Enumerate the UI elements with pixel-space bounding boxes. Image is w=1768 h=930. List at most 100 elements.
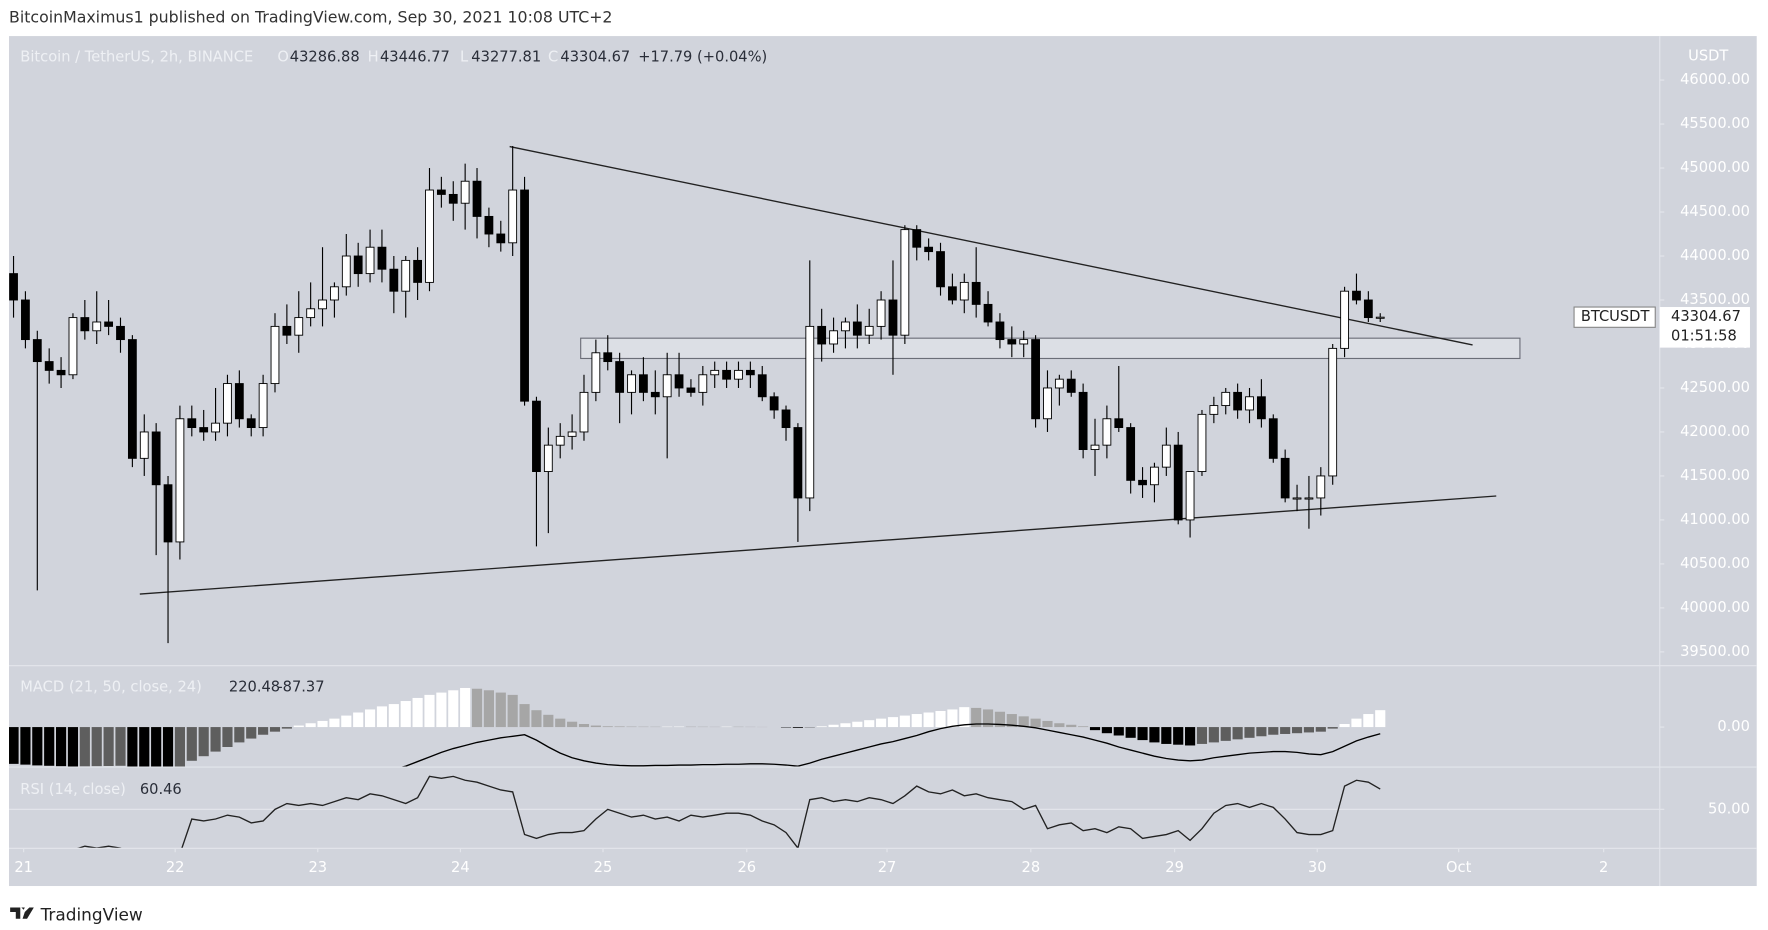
histogram-bar: [1078, 726, 1089, 728]
histogram-bar: [174, 727, 185, 767]
candle-body: [1221, 391, 1231, 407]
symbol-title: Bitcoin / TetherUS, 2h, BINANCE: [20, 48, 253, 65]
candle-body: [223, 383, 232, 424]
histogram-bar: [578, 724, 590, 728]
candle-body: [1292, 497, 1302, 500]
histogram-bar: [9, 727, 19, 764]
legend-key: C: [548, 48, 558, 65]
candle-body: [567, 431, 577, 437]
histogram-bar: [222, 727, 233, 748]
histogram-bar: [20, 727, 31, 765]
histogram-bar: [567, 721, 578, 728]
histogram-bar: [1280, 727, 1291, 734]
chart-background: [9, 36, 1757, 887]
histogram-bar: [1149, 727, 1160, 743]
axes: 21 22 23 24 25 26 27 28 29 30 Oct 2 39500.00 40000.00…: [14, 71, 1750, 876]
candle-body: [615, 361, 625, 393]
histogram-bar: [864, 720, 875, 728]
candle-body: [270, 325, 280, 385]
histogram-bar: [44, 727, 55, 766]
x-tick-label: 21: [14, 859, 33, 876]
histogram-bar: [1101, 727, 1112, 734]
candle-body: [995, 321, 1005, 341]
histogram-bar: [186, 727, 197, 761]
candle-body: [56, 369, 66, 376]
candle-body: [698, 374, 708, 393]
y-tick-label: 43500.00: [1680, 291, 1750, 308]
candle-body: [662, 374, 672, 398]
histogram-bar: [1030, 718, 1041, 728]
candle-body: [983, 303, 993, 323]
histogram-bar: [1006, 714, 1017, 728]
histogram-bar: [55, 727, 67, 767]
candle-body: [92, 321, 102, 332]
legend-value: 43446.77: [380, 48, 450, 65]
histogram-bar: [448, 690, 459, 728]
histogram-bar: [899, 715, 910, 728]
candle-body: [769, 396, 779, 411]
x-tick-label: 22: [166, 859, 185, 876]
y-tick-label: 39500.00: [1680, 643, 1750, 660]
candle-body: [211, 422, 220, 433]
histogram-bar: [507, 694, 518, 728]
histogram-bar: [543, 714, 554, 728]
candle-body: [365, 246, 375, 275]
candle-body: [1043, 387, 1052, 420]
histogram-bar: [436, 692, 447, 728]
macd-title: MACD (21, 50, close, 24): [20, 679, 202, 696]
candle-body: [425, 189, 434, 283]
candle-body: [1268, 418, 1278, 459]
candle-body: [1363, 299, 1373, 319]
candle-body: [912, 229, 922, 248]
trend-line: [509, 145, 1473, 346]
histogram-bar: [1161, 727, 1172, 744]
histogram-bar: [590, 725, 601, 728]
candle-body: [1316, 475, 1326, 499]
candle-body: [1150, 466, 1159, 486]
macd-readout: 220.48: [229, 679, 280, 696]
macd-readout: -87.37: [277, 679, 324, 696]
candle-body: [175, 418, 185, 543]
x-tick-label: 24: [451, 859, 470, 876]
candle-body: [924, 246, 934, 253]
y-tick-label: 41500.00: [1680, 467, 1750, 484]
histogram-bar: [982, 709, 994, 728]
histogram-bar: [162, 727, 174, 767]
histogram-bar: [1173, 727, 1184, 745]
candle-body: [959, 281, 969, 301]
candle-body: [722, 369, 731, 380]
histogram-bar: [1042, 720, 1053, 728]
candle-body: [555, 435, 565, 446]
histogram-bar: [127, 727, 138, 767]
candle-body: [674, 374, 684, 389]
candle-body: [1245, 396, 1254, 411]
tag-box: [1659, 307, 1750, 348]
candle-body: [127, 339, 137, 459]
rsi-line: [77, 775, 1381, 848]
histogram-bar: [923, 712, 934, 728]
y-tick-label: 42500.00: [1680, 379, 1750, 396]
rsi-title: RSI (14, close): [20, 781, 126, 798]
candle-body: [1173, 444, 1183, 521]
histogram-bar: [364, 709, 376, 728]
candle-body: [627, 374, 636, 393]
candle-body: [1280, 457, 1290, 499]
histogram-bar: [1339, 724, 1350, 728]
histogram-bar: [1220, 727, 1231, 741]
price-tag: BTCUSDT 43304.67 01:51:58: [1573, 306, 1750, 348]
candle-body: [817, 325, 827, 345]
candle-body: [116, 325, 125, 341]
histogram-bar: [935, 710, 946, 728]
histogram-bar: [317, 720, 328, 728]
candle-body: [187, 418, 197, 429]
candle-body: [1161, 444, 1171, 468]
candle-body: [1233, 391, 1243, 411]
histogram-bar: [91, 727, 102, 767]
candle-body: [401, 259, 411, 292]
candle-body: [1375, 316, 1385, 319]
x-tick-label: 29: [1165, 859, 1184, 876]
histogram-bar: [32, 727, 43, 766]
candle-body: [686, 387, 696, 393]
histogram-bar: [1268, 727, 1279, 735]
candle-body: [460, 180, 470, 204]
